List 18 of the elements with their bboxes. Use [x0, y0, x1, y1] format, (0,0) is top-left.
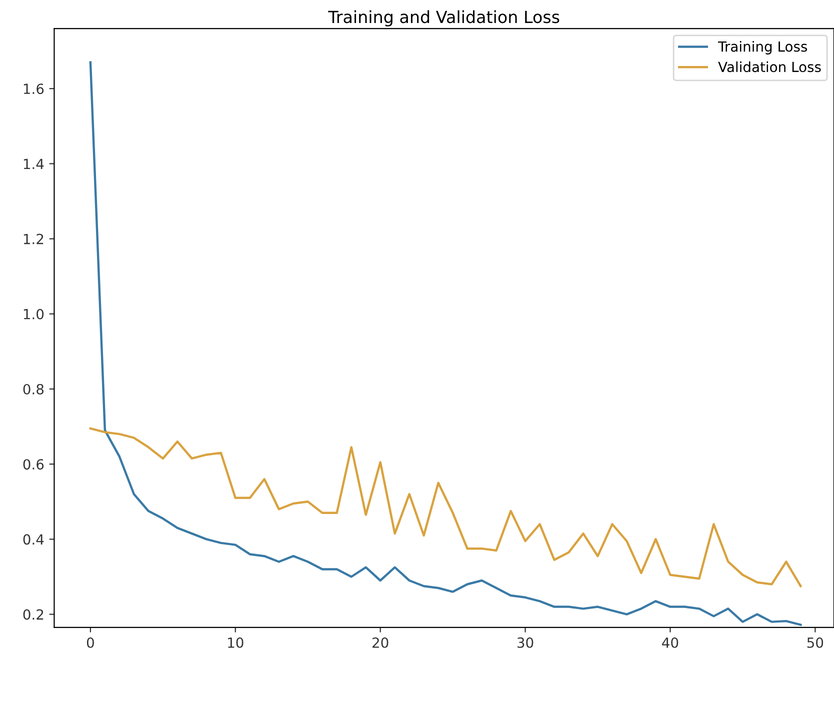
y-tick-label: 0.4 — [23, 534, 44, 545]
y-tick-label: 1.4 — [24, 158, 44, 169]
x-tick-label: 10 — [228, 637, 244, 648]
chart-title: Training and Validation Loss — [328, 10, 560, 26]
y-tick-label: 1.6 — [24, 84, 44, 94]
x-tick-label: 30 — [517, 637, 534, 648]
x-tick-label: 20 — [372, 637, 388, 648]
y-tick-label: 1.2 — [24, 234, 44, 244]
y-tick-label: 0.2 — [23, 609, 44, 620]
y-tick-label: 0.8 — [23, 384, 44, 394]
y-tick-label: 1.0 — [24, 308, 44, 320]
x-tick-label: 50 — [807, 637, 824, 648]
line-series — [89, 427, 802, 588]
x-tick-label: 0 — [86, 637, 94, 648]
legend-label: Training Loss — [718, 41, 808, 54]
y-tick-label: 0.6 — [23, 459, 44, 470]
legend-label: Validation Loss — [718, 61, 821, 72]
x-tick-label: 40 — [662, 637, 678, 648]
